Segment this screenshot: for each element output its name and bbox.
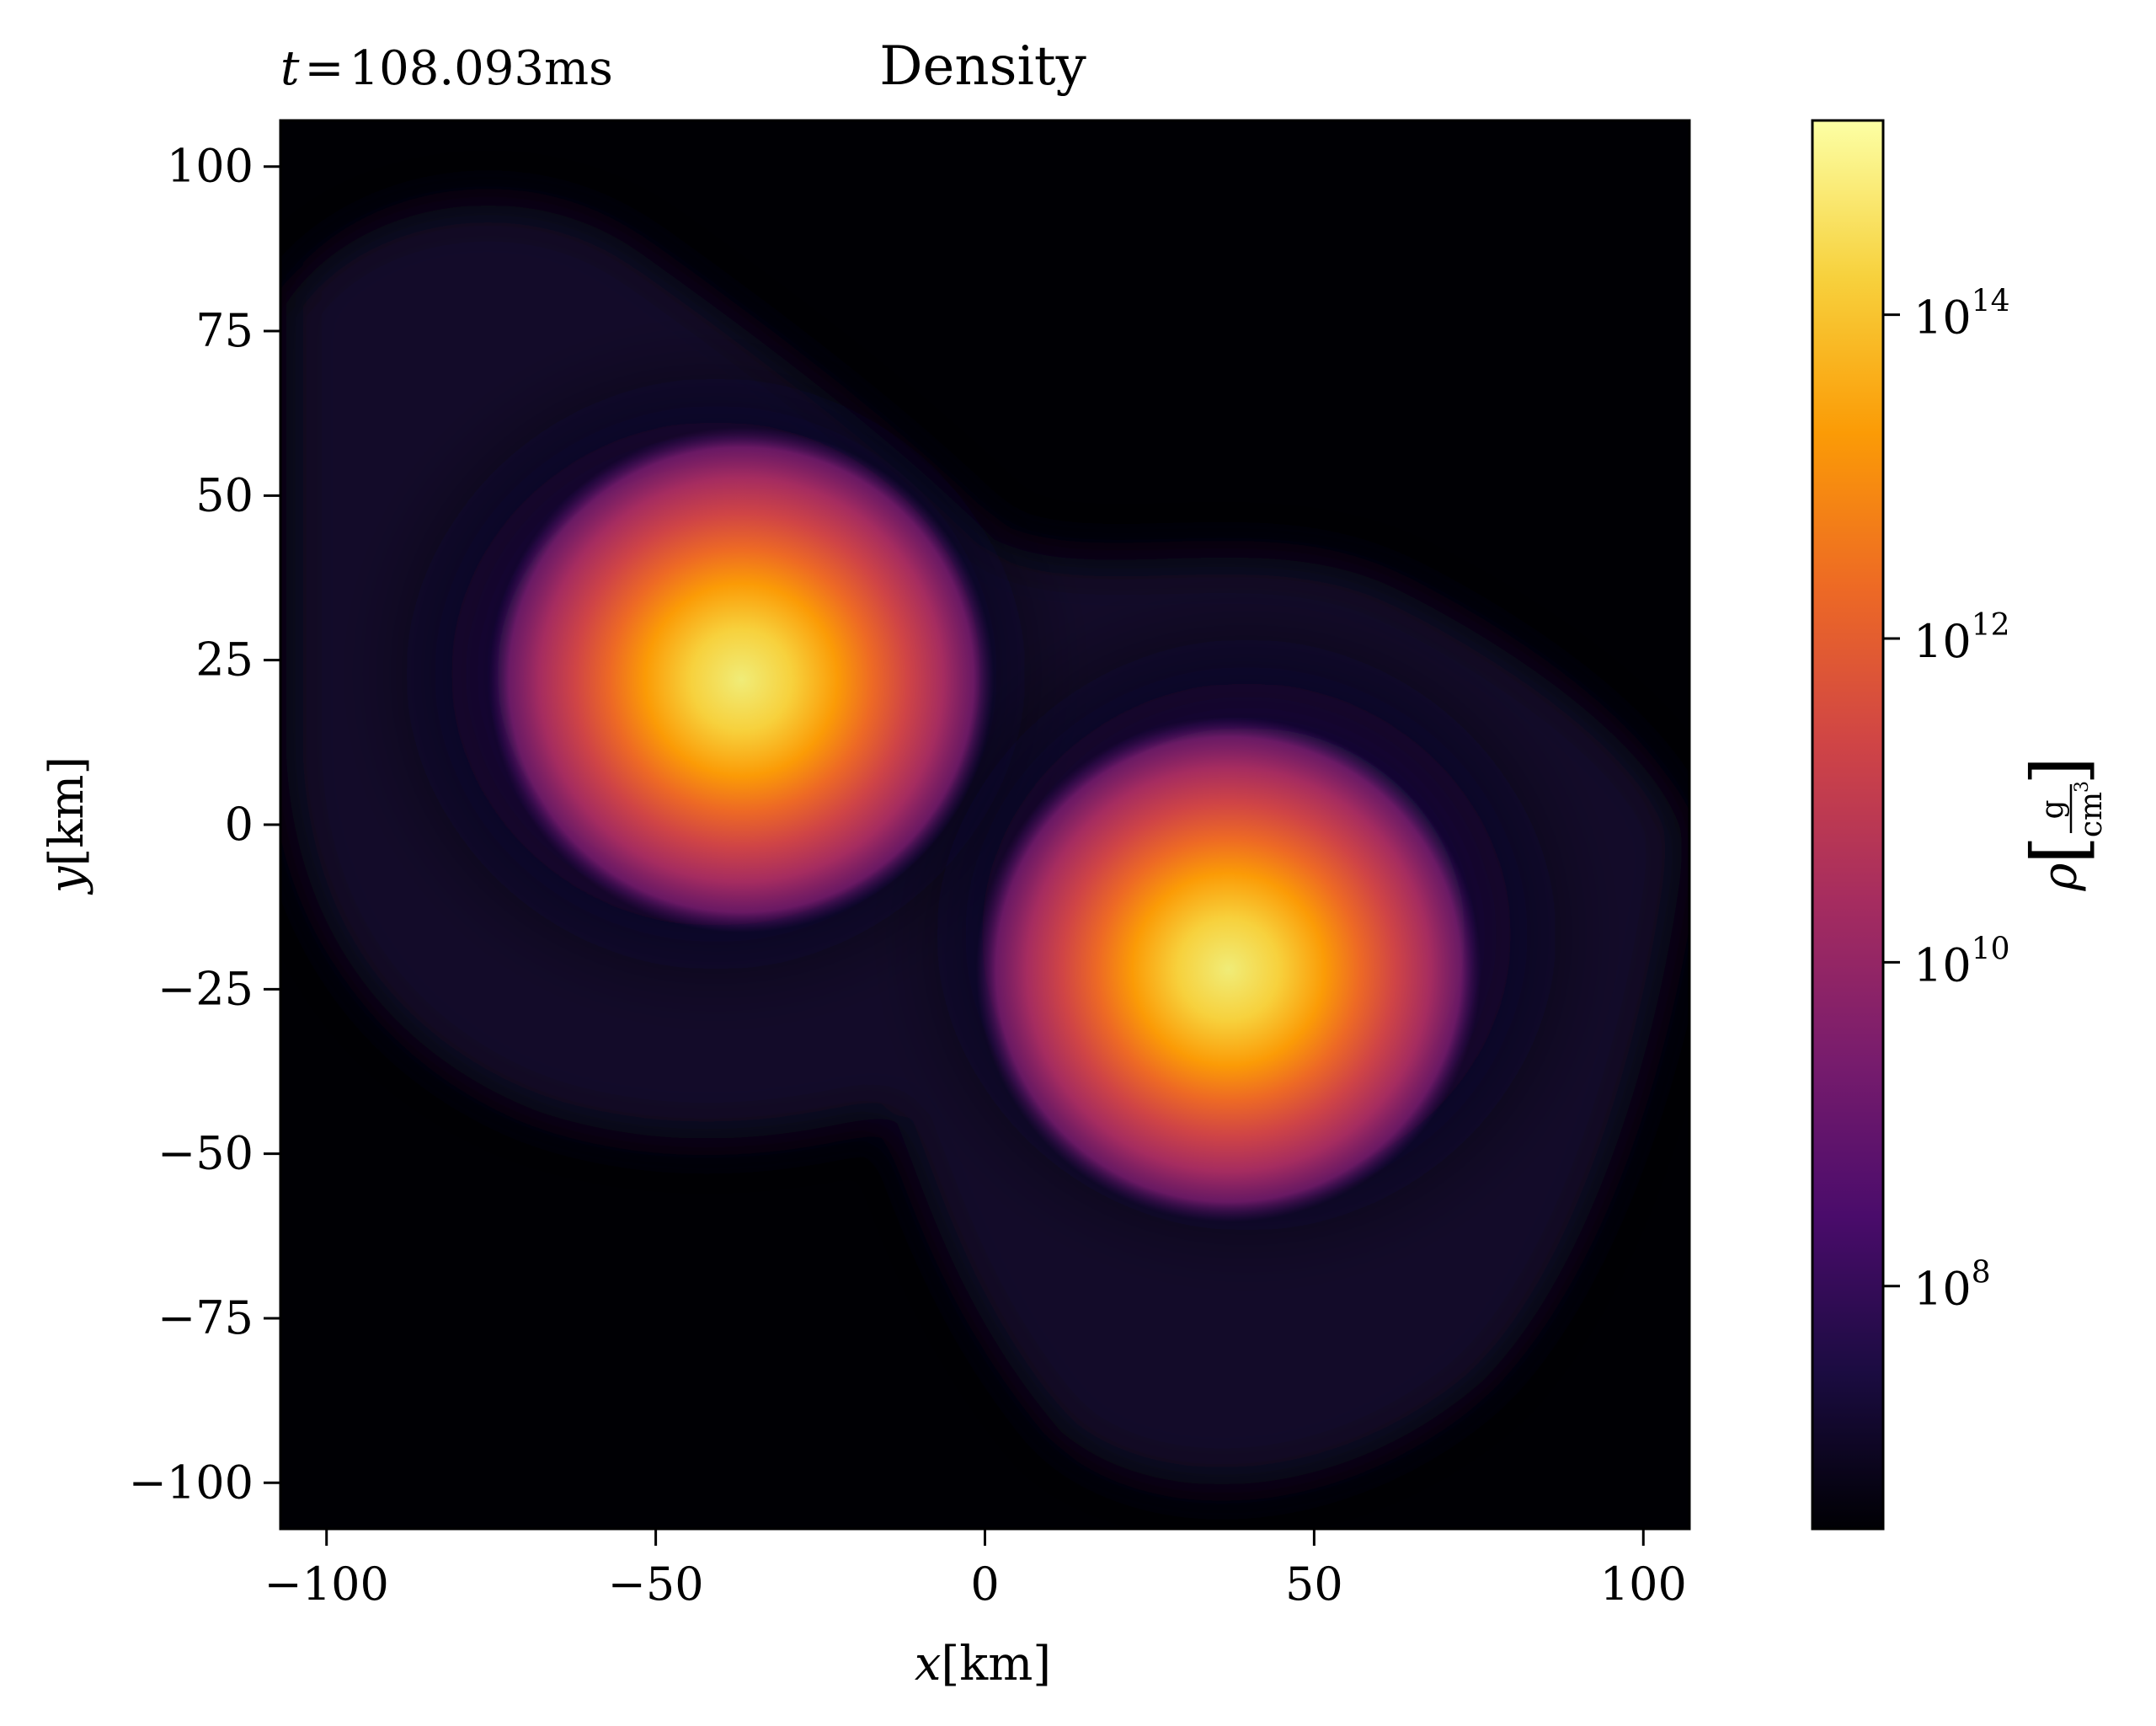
colorbar-tick-label: 1014 [1913,285,2010,345]
time-symbol: t [280,41,300,96]
time-equals: = [305,41,344,96]
y-tick-label: 100 [167,140,253,193]
chart-title: Density [879,35,1086,98]
x-tick-label: −100 [264,1558,389,1611]
x-tick-label: 50 [1285,1558,1343,1611]
y-tick-label: −25 [157,962,253,1015]
colorbar-label: ρ [ g cm 3 ] [2015,756,2109,892]
plot-area [280,120,1689,1529]
y-axis-var: y [40,865,94,895]
colorbar-tick-label: 1010 [1913,932,2010,991]
y-axis: 100 75 50 25 0 −25 −50 −75 −100 [129,140,280,1509]
colorbar-tick-label: 108 [1913,1256,1991,1316]
x-tick-label: 100 [1600,1558,1687,1611]
colorbar-ticks: 108 1010 1012 1014 [1883,285,2010,1316]
time-label: t = 108.093ms [280,41,613,96]
x-tick-label: −50 [608,1558,704,1611]
y-tick-label: 0 [225,798,253,851]
colorbar-gradient [1812,120,1883,1529]
y-tick-label: −75 [157,1291,253,1344]
y-tick-label: 25 [195,633,253,687]
y-axis-label: y[km] [40,756,94,895]
colorbar: 108 1010 1012 1014 ρ [ g cm 3 ] [1811,119,2109,1531]
y-tick-label: 50 [195,468,253,521]
colorbar-numerator: g [2036,799,2070,819]
x-axis-unit: [km] [941,1637,1051,1691]
colorbar-denominator: cm [2074,792,2109,837]
y-tick-label: −100 [129,1456,253,1509]
blob-lower-right-core [975,716,1481,1222]
colorbar-denominator-exp: 3 [2072,781,2093,793]
colorbar-bracket-left: [ [2015,836,2102,864]
y-axis-unit: [km] [40,756,94,867]
colorbar-bracket-right: ] [2015,756,2102,785]
y-tick-label: −50 [157,1127,253,1180]
blob-upper-left-core [488,427,995,933]
colorbar-tick-label: 1012 [1913,608,2010,668]
x-axis-label: x[km] [915,1637,1051,1691]
blob-cores [488,427,1481,1222]
colorbar-rho: ρ [2033,863,2088,891]
x-axis-var: x [915,1637,942,1691]
colorbar-frame [1811,119,1885,1531]
time-value: 108.093ms [349,41,612,96]
x-tick-label: 0 [970,1558,999,1611]
x-axis: −100 −50 0 50 100 [264,1529,1687,1611]
y-tick-label: 75 [195,304,253,357]
